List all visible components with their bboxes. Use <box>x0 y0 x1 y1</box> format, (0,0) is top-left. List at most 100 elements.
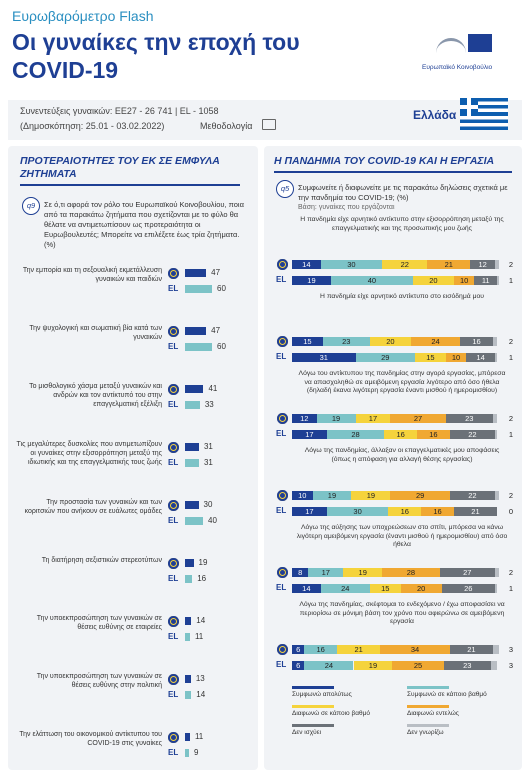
bar-segment <box>494 353 497 362</box>
row-label: EL <box>276 275 287 284</box>
value-label: 3 <box>508 661 514 670</box>
series-label: EL <box>168 748 179 757</box>
value-label: 20 <box>416 584 426 593</box>
statement-label: Λόγω του αντίκτυπου της πανδημίας στην α… <box>298 370 506 394</box>
legend-label: Διαφωνώ σε κάποιο βαθμό <box>292 710 370 717</box>
value-label: 41 <box>208 384 218 393</box>
bar-segment <box>292 491 313 500</box>
bar-segment <box>292 430 327 439</box>
bar-segment <box>326 507 389 516</box>
panel-title: ΠΡΟΤΕΡΑΙΟΤΗΤΕΣ ΤΟΥ ΕΚ ΣΕ ΕΜΦΥΛΑ ΖΗΤΗΜΑΤΑ <box>20 155 240 186</box>
value-label: 20 <box>386 337 395 346</box>
statement-label: Λόγω της αύξησης των υποχρεώσεων στο σπί… <box>296 524 508 548</box>
bar-segment <box>427 260 471 269</box>
bar-segment <box>304 645 338 654</box>
value-label: 1 <box>508 353 514 362</box>
panel-title: Η ΠΑΝΔΗΜΙΑ ΤΟΥ COVID-19 ΚΑΙ Η ΕΡΓΑΣΙΑ <box>274 155 512 173</box>
bar-segment <box>320 260 383 269</box>
eu-flag <box>168 558 179 569</box>
bar-segment <box>369 337 411 346</box>
bar-segment <box>355 353 415 362</box>
value-label: 1 <box>508 430 514 439</box>
value-label: 26 <box>464 584 473 593</box>
value-label: 24 <box>431 337 440 346</box>
bar-segment <box>292 645 305 654</box>
bar-segment <box>449 491 495 500</box>
value-label: 2 <box>508 491 514 500</box>
org-name: Ευρωπαϊκό Κοινοβούλιο <box>422 64 493 71</box>
eu-flag <box>168 500 179 511</box>
value-label: 11 <box>481 276 490 285</box>
bar-segment <box>382 260 428 269</box>
value-label: 27 <box>413 414 423 423</box>
value-label: 47 <box>211 268 221 277</box>
category-label: Την ψυχολογική και σωματική βία κατά των… <box>29 325 162 341</box>
row-label: EL <box>276 660 287 669</box>
question-badge: q9 <box>22 197 40 215</box>
value-label: 19 <box>198 558 208 567</box>
bar-segment <box>453 507 497 516</box>
value-label: 2 <box>508 260 514 269</box>
bar-segment <box>326 430 385 439</box>
bar-segment <box>388 507 422 516</box>
bar-segment <box>390 491 450 500</box>
bar <box>185 617 192 625</box>
logo-flag <box>468 34 492 52</box>
left-panel <box>8 146 258 770</box>
value-label: 2 <box>508 337 514 346</box>
value-label: 6 <box>296 645 301 654</box>
eu-flag <box>277 644 288 655</box>
value-label: 10 <box>451 353 461 362</box>
value-label: 11 <box>194 732 204 741</box>
series-label: EL <box>168 690 179 699</box>
category-label: Την εμπορία και τη σεξουαλική εκμετάλλευ… <box>22 267 162 283</box>
bar <box>185 327 207 335</box>
interviews: Συνεντεύξεις γυναικών: ΕΕ27 - 26 741 | E… <box>20 106 219 116</box>
value-label: 33 <box>204 400 214 409</box>
bar-segment <box>322 337 370 346</box>
legend-swatch <box>407 686 449 689</box>
bar-segment <box>351 491 391 500</box>
bar-segment <box>492 414 497 423</box>
value-label: 16 <box>197 574 207 583</box>
bar <box>185 385 204 393</box>
eu-flag <box>277 490 288 501</box>
bar-segment <box>466 353 495 362</box>
value-label: 23 <box>342 337 351 346</box>
statement-label: Η πανδημία είχε αρνητικό αντίκτυπο στην … <box>300 216 504 232</box>
value-label: 14 <box>196 690 206 699</box>
methodology: Μεθοδολογία <box>200 121 253 131</box>
value-label: 12 <box>478 260 487 269</box>
value-label: 21 <box>467 645 476 654</box>
bar <box>185 443 199 451</box>
value-label: 19 <box>366 491 376 500</box>
value-label: 14 <box>302 584 311 593</box>
value-label: 3 <box>508 645 514 654</box>
bar-segment <box>337 645 381 654</box>
value-label: 21 <box>471 507 480 516</box>
eu-flag <box>277 336 288 347</box>
bar-segment <box>494 584 497 593</box>
legend-swatch <box>292 686 334 689</box>
bar-segment <box>382 568 440 577</box>
question-badge: q5 <box>276 180 294 198</box>
value-label: 14 <box>196 616 206 625</box>
bar-segment <box>494 260 500 269</box>
value-label: 31 <box>203 442 213 451</box>
value-label: 19 <box>327 491 337 500</box>
bar-segment <box>369 584 401 593</box>
value-label: 22 <box>468 430 477 439</box>
bar <box>185 517 203 525</box>
value-label: 17 <box>321 568 330 577</box>
bar-segment <box>474 276 497 285</box>
value-label: 24 <box>341 584 350 593</box>
eu-flag <box>168 384 179 395</box>
logo-arc <box>436 38 466 57</box>
bar-segment <box>497 276 500 285</box>
value-label: 30 <box>353 507 362 516</box>
value-label: 17 <box>305 507 314 516</box>
bar-segment <box>492 645 500 654</box>
bar-segment <box>445 353 467 362</box>
value-label: 60 <box>217 284 226 293</box>
